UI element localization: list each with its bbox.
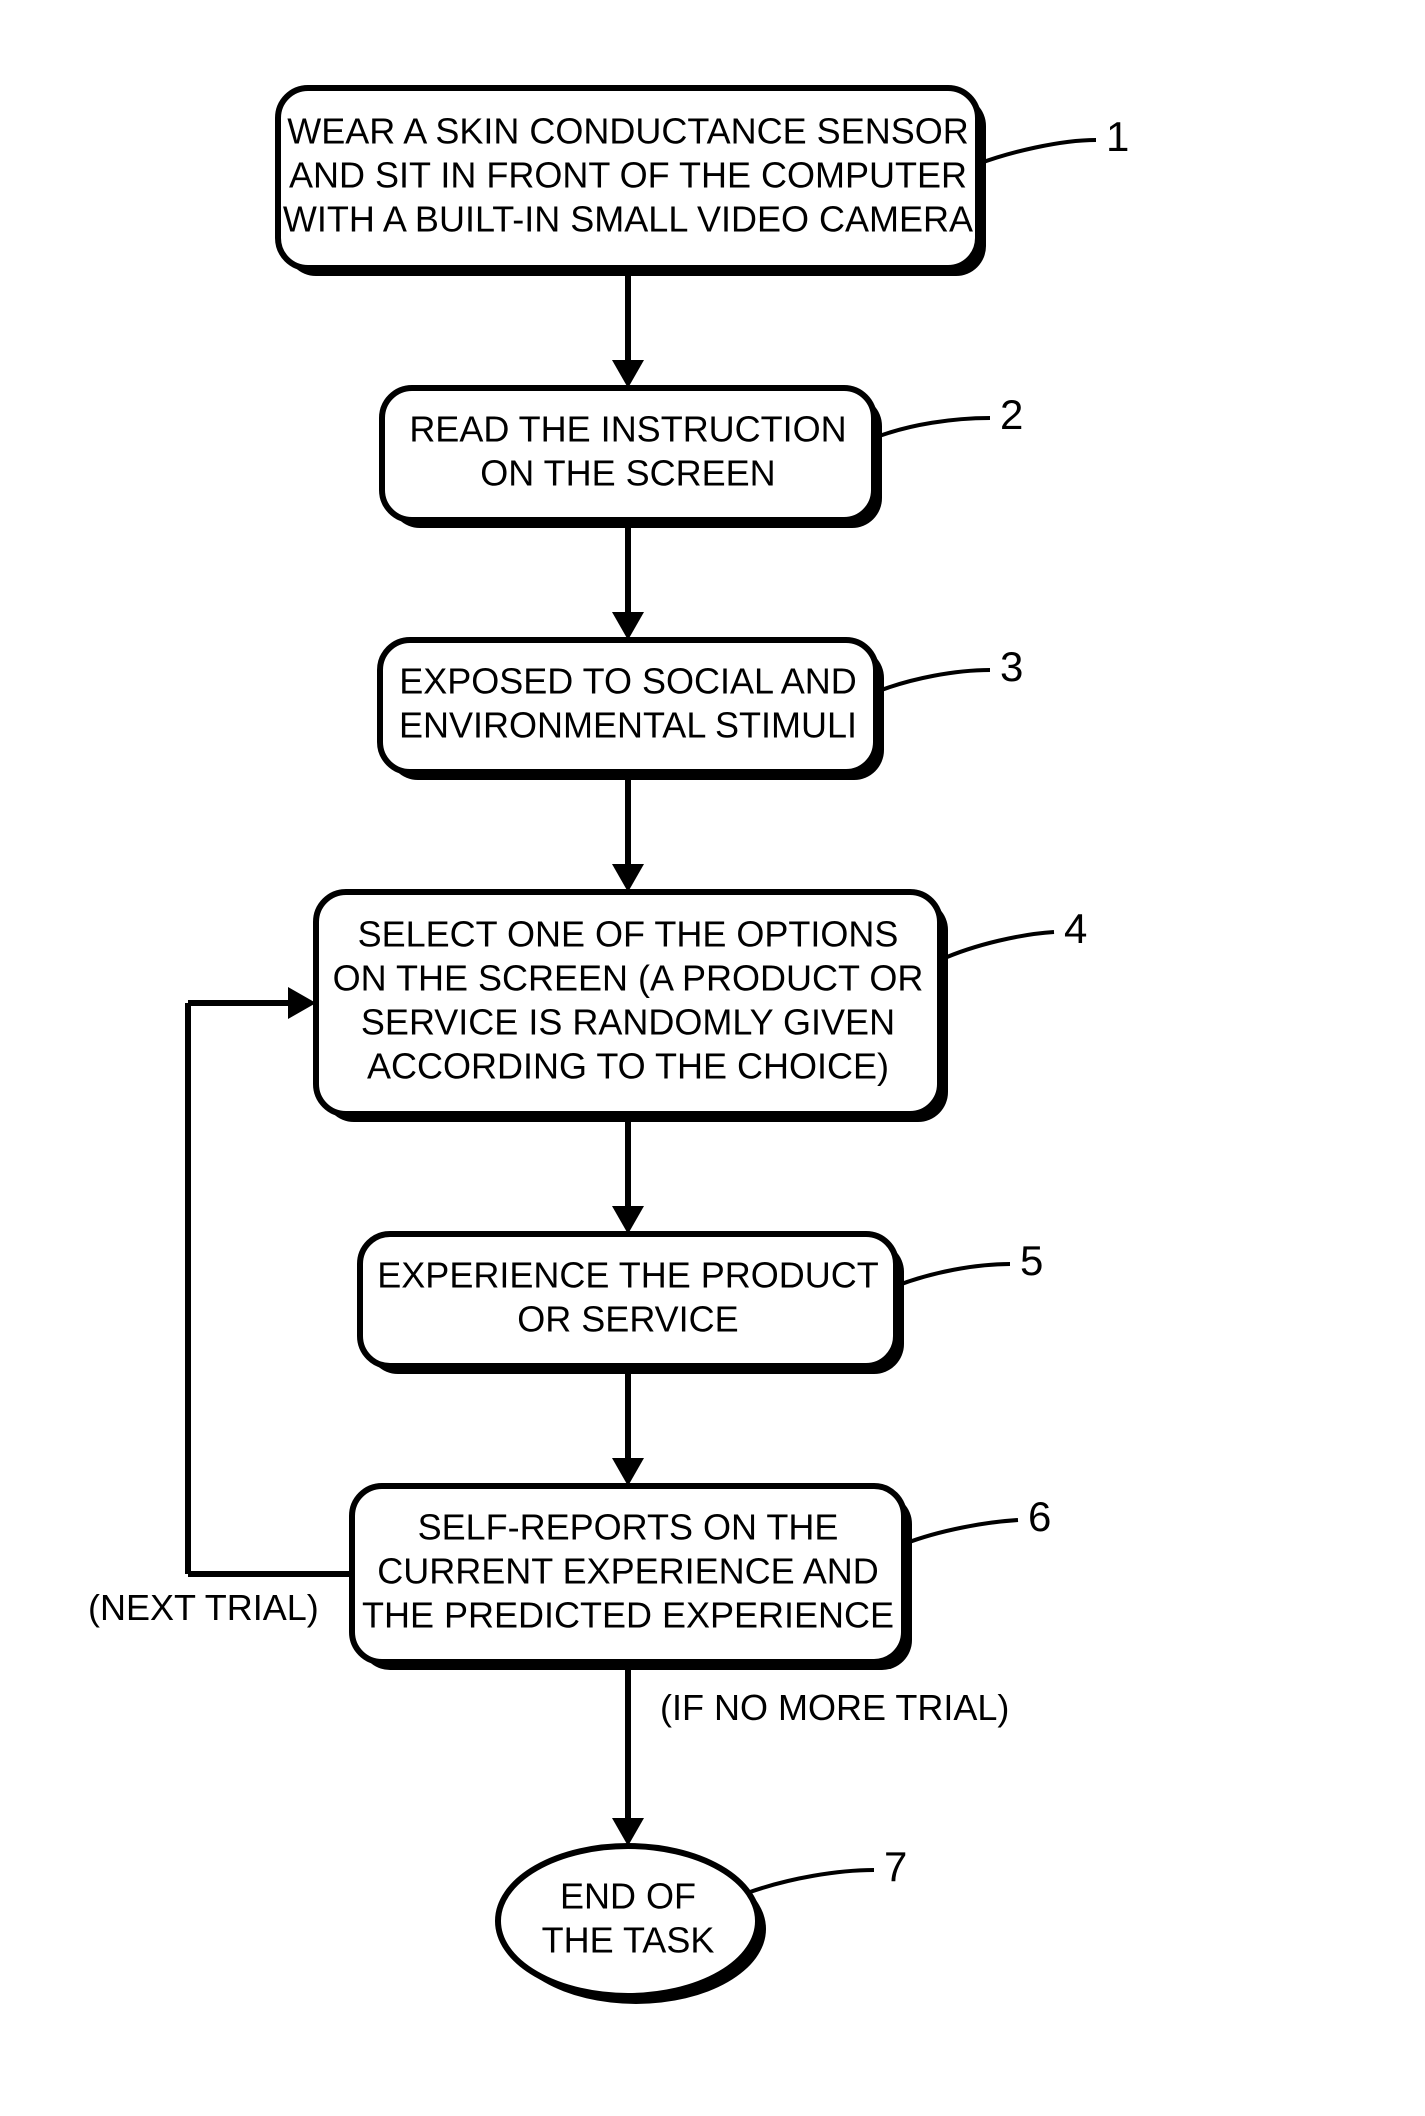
n7-line-1: THE TASK: [542, 1920, 715, 1961]
n4-callout-leader: [940, 932, 1054, 960]
edge-label-n6-n7: (IF NO MORE TRIAL): [660, 1687, 1009, 1728]
n3-callout-leader: [876, 670, 990, 692]
n4-line-1: ON THE SCREEN (A PRODUCT OR: [333, 958, 924, 999]
n2-callout-label: 2: [1000, 391, 1023, 438]
n6-line-2: THE PREDICTED EXPERIENCE: [362, 1595, 894, 1636]
n5-callout-leader: [896, 1264, 1010, 1286]
n3-line-1: ENVIRONMENTAL STIMULI: [399, 705, 857, 746]
n7: END OFTHE TASK 7: [498, 1843, 907, 2004]
n6-callout-leader: [904, 1520, 1018, 1544]
n7-callout-label: 7: [884, 1843, 907, 1890]
n3-line-0: EXPOSED TO SOCIAL AND: [399, 661, 857, 702]
n4-line-2: SERVICE IS RANDOMLY GIVEN: [361, 1002, 895, 1043]
n5: EXPERIENCE THE PRODUCTOR SERVICE 5: [360, 1234, 1043, 1374]
n1: WEAR A SKIN CONDUCTANCE SENSORAND SIT IN…: [278, 88, 1129, 276]
n5-callout-label: 5: [1020, 1237, 1043, 1284]
n6-line-0: SELF-REPORTS ON THE: [418, 1507, 839, 1548]
n2-callout-leader: [874, 418, 990, 438]
n4-line-3: ACCORDING TO THE CHOICE): [367, 1046, 889, 1087]
edge-label-n6-n4: (NEXT TRIAL): [88, 1587, 319, 1628]
n1-line-2: WITH A BUILT-IN SMALL VIDEO CAMERA: [283, 199, 973, 240]
n6-callout-label: 6: [1028, 1493, 1051, 1540]
n3: EXPOSED TO SOCIAL ANDENVIRONMENTAL STIMU…: [380, 640, 1023, 780]
n6-line-1: CURRENT EXPERIENCE AND: [377, 1551, 878, 1592]
n1-callout-leader: [978, 140, 1096, 164]
n4-callout-label: 4: [1064, 905, 1087, 952]
n5-line-1: OR SERVICE: [517, 1299, 738, 1340]
n4-line-0: SELECT ONE OF THE OPTIONS: [358, 914, 899, 955]
flowchart-canvas: WEAR A SKIN CONDUCTANCE SENSORAND SIT IN…: [0, 0, 1425, 2116]
n4: SELECT ONE OF THE OPTIONSON THE SCREEN (…: [316, 892, 1087, 1122]
n1-line-1: AND SIT IN FRONT OF THE COMPUTER: [289, 155, 967, 196]
n3-callout-label: 3: [1000, 643, 1023, 690]
n7-callout-leader: [750, 1870, 874, 1892]
n1-line-0: WEAR A SKIN CONDUCTANCE SENSOR: [287, 111, 968, 152]
n6: SELF-REPORTS ON THECURRENT EXPERIENCE AN…: [352, 1486, 1051, 1670]
n2-line-0: READ THE INSTRUCTION: [409, 409, 846, 450]
n2: READ THE INSTRUCTIONON THE SCREEN 2: [382, 388, 1023, 528]
n5-line-0: EXPERIENCE THE PRODUCT: [377, 1255, 878, 1296]
n1-callout-label: 1: [1106, 113, 1129, 160]
n7-line-0: END OF: [560, 1876, 696, 1917]
n2-line-1: ON THE SCREEN: [480, 453, 775, 494]
